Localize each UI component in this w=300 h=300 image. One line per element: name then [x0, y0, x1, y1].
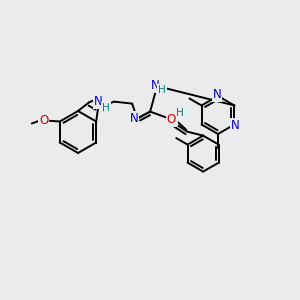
Text: H: H — [176, 108, 184, 118]
Text: O: O — [167, 113, 176, 126]
Text: H: H — [158, 85, 166, 94]
Text: N: N — [94, 95, 103, 108]
Text: N: N — [213, 88, 221, 101]
Text: N: N — [151, 79, 160, 92]
Text: N: N — [169, 112, 178, 125]
Text: O: O — [39, 114, 48, 127]
Text: N: N — [130, 112, 139, 125]
Text: N: N — [231, 119, 240, 132]
Text: H: H — [102, 103, 110, 113]
